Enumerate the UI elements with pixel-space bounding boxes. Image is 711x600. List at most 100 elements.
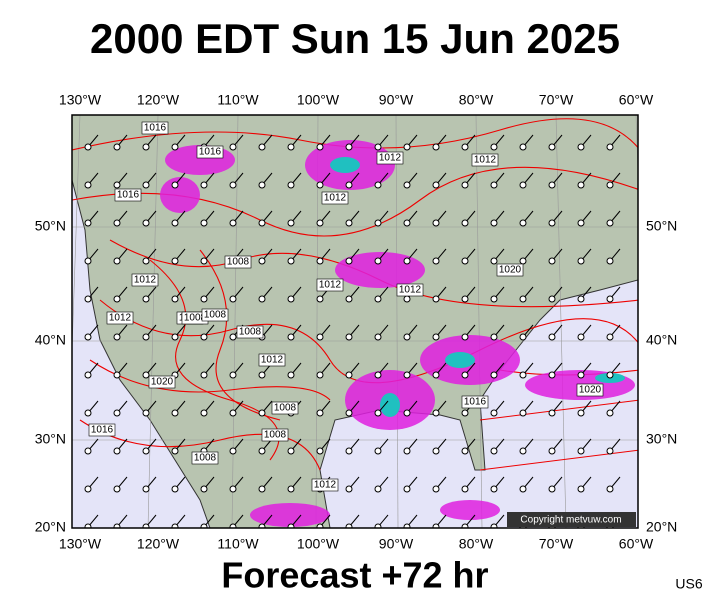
station bbox=[84, 447, 92, 455]
isobar-label: 1008 bbox=[184, 313, 207, 324]
station bbox=[142, 523, 150, 528]
forecast: Forecast +72 hr bbox=[221, 555, 488, 596]
isobar-label-box bbox=[316, 278, 344, 292]
map-frame bbox=[71, 114, 639, 529]
station bbox=[345, 295, 353, 303]
station bbox=[432, 523, 440, 528]
lat-label-right: 40°N bbox=[646, 332, 677, 348]
station bbox=[519, 257, 527, 265]
station bbox=[548, 485, 556, 493]
isobar-label: 1012 bbox=[399, 285, 422, 296]
station bbox=[432, 295, 440, 303]
station bbox=[200, 181, 208, 189]
station bbox=[171, 333, 179, 341]
station bbox=[577, 447, 585, 455]
station bbox=[113, 295, 121, 303]
station bbox=[229, 143, 237, 151]
heavy-precipitation bbox=[330, 157, 625, 417]
isobar-label-box bbox=[321, 191, 349, 205]
station bbox=[316, 447, 324, 455]
station bbox=[403, 143, 411, 151]
station bbox=[258, 181, 266, 189]
station bbox=[229, 295, 237, 303]
lon-label-top: 110°W bbox=[217, 92, 259, 108]
station bbox=[461, 143, 469, 151]
station bbox=[287, 523, 295, 528]
lat-label-left: 30°N bbox=[35, 431, 66, 447]
station bbox=[84, 409, 92, 417]
station bbox=[548, 447, 556, 455]
station bbox=[229, 333, 237, 341]
station bbox=[519, 219, 527, 227]
station bbox=[113, 143, 121, 151]
station bbox=[548, 181, 556, 189]
station bbox=[142, 219, 150, 227]
lon-label-bottom: 60°W bbox=[619, 536, 654, 552]
station bbox=[490, 371, 498, 379]
station bbox=[432, 219, 440, 227]
isobar-label-box bbox=[471, 153, 499, 167]
station bbox=[171, 485, 179, 493]
station bbox=[316, 295, 324, 303]
isobar-label-box bbox=[148, 375, 176, 389]
isobar-label: 1020 bbox=[151, 377, 174, 388]
station bbox=[345, 447, 353, 455]
station bbox=[142, 447, 150, 455]
station bbox=[548, 257, 556, 265]
station bbox=[403, 447, 411, 455]
meridian bbox=[475, 115, 483, 528]
isobar-label: 1008 bbox=[239, 327, 262, 338]
station bbox=[577, 409, 585, 417]
station bbox=[345, 257, 353, 265]
station bbox=[287, 447, 295, 455]
station bbox=[374, 371, 382, 379]
station bbox=[490, 333, 498, 341]
isobar-label: 1012 bbox=[261, 355, 284, 366]
lon-label-bottom: 130°W bbox=[59, 536, 102, 552]
station bbox=[374, 143, 382, 151]
station bbox=[113, 523, 121, 528]
station bbox=[606, 257, 614, 265]
station bbox=[374, 485, 382, 493]
station bbox=[171, 295, 179, 303]
station bbox=[519, 409, 527, 417]
station bbox=[519, 333, 527, 341]
station bbox=[519, 143, 527, 151]
isobar-label-box bbox=[461, 395, 489, 409]
station bbox=[374, 257, 382, 265]
station bbox=[432, 485, 440, 493]
lat-label-left: 20°N bbox=[35, 519, 66, 535]
station bbox=[142, 371, 150, 379]
station bbox=[548, 143, 556, 151]
station bbox=[374, 219, 382, 227]
station bbox=[142, 143, 150, 151]
station bbox=[142, 333, 150, 341]
isobar-label-box bbox=[258, 353, 286, 367]
isobar-label: 1012 bbox=[324, 193, 347, 204]
station bbox=[403, 409, 411, 417]
station bbox=[548, 219, 556, 227]
station bbox=[345, 219, 353, 227]
station bbox=[606, 485, 614, 493]
station bbox=[461, 371, 469, 379]
isobar-label-box bbox=[196, 145, 224, 159]
station bbox=[258, 485, 266, 493]
station bbox=[606, 333, 614, 341]
copyright: Copyright metvuw.com bbox=[520, 515, 621, 526]
station bbox=[258, 295, 266, 303]
station bbox=[432, 447, 440, 455]
station bbox=[316, 219, 324, 227]
station bbox=[345, 409, 353, 417]
lon-label-top: 60°W bbox=[619, 92, 654, 108]
station bbox=[258, 523, 266, 528]
lon-label-bottom: 70°W bbox=[539, 536, 574, 552]
station bbox=[316, 523, 324, 528]
isobar-label-box bbox=[114, 188, 142, 202]
station bbox=[142, 181, 150, 189]
station bbox=[229, 181, 237, 189]
station bbox=[548, 409, 556, 417]
station bbox=[403, 181, 411, 189]
station bbox=[403, 257, 411, 265]
station bbox=[432, 371, 440, 379]
isobar-label-box bbox=[496, 263, 524, 277]
